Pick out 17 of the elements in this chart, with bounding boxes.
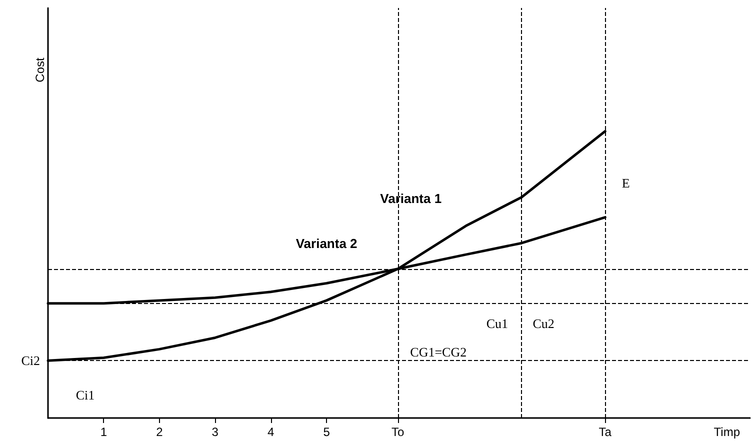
x-tick-label: Ta: [598, 425, 612, 439]
y-axis-title: Cost: [33, 57, 47, 82]
x-tick-label: 2: [156, 425, 164, 439]
x-axis-title: Timp: [714, 425, 740, 439]
annotation: E: [622, 175, 630, 190]
x-tick-label: To: [392, 425, 405, 439]
annotation: Cu1: [486, 316, 508, 331]
annotation: CG1=CG2: [410, 344, 467, 360]
x-tick-label: 4: [268, 425, 275, 439]
x-tick-label: 3: [212, 425, 219, 439]
x-tick-label: 5: [323, 425, 330, 439]
text: Varianta 1: [380, 190, 442, 206]
annotation: Ci1: [76, 388, 95, 403]
annotation: Cu2: [532, 316, 554, 331]
series-label: Varianta 2: [296, 236, 358, 252]
text: Ci2: [21, 353, 40, 368]
x-tick-label: 1: [100, 425, 108, 439]
